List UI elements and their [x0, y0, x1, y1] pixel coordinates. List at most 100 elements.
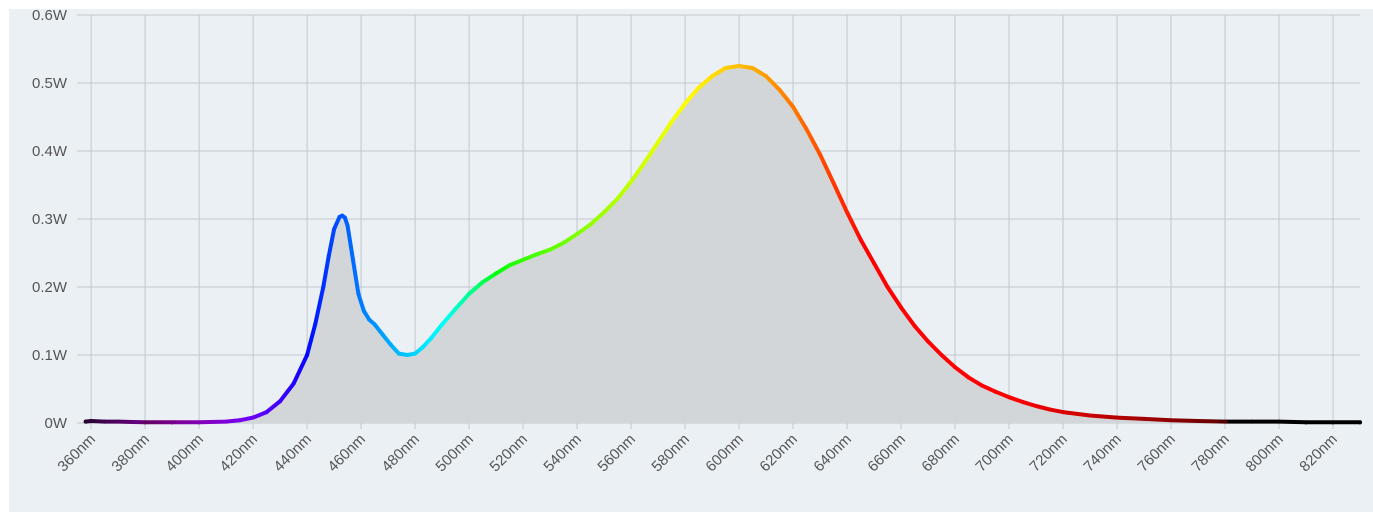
data-point — [350, 257, 355, 262]
data-point — [899, 305, 904, 310]
data-point — [278, 399, 283, 404]
data-point — [777, 87, 782, 92]
y-tick-label: 0W — [45, 415, 68, 432]
data-point — [548, 247, 553, 252]
data-point — [737, 64, 742, 68]
data-point — [696, 85, 701, 90]
data-point — [197, 420, 202, 425]
data-point — [723, 66, 728, 71]
data-point — [1007, 395, 1012, 400]
data-point — [804, 127, 809, 132]
data-point — [367, 317, 372, 322]
data-point — [170, 420, 175, 425]
data-point — [429, 336, 434, 340]
data-point — [588, 222, 593, 227]
spectrum-curve — [83, 64, 1362, 425]
data-point — [858, 237, 863, 242]
data-point — [1277, 419, 1282, 424]
data-point — [980, 383, 985, 388]
data-point — [305, 353, 310, 357]
data-point — [467, 291, 472, 296]
data-point — [831, 180, 836, 185]
data-point — [561, 240, 566, 245]
data-point — [1304, 420, 1309, 425]
data-point — [656, 140, 661, 145]
y-tick-label: 0.1W — [32, 347, 68, 364]
data-point — [89, 418, 94, 423]
data-point — [642, 160, 647, 165]
data-point — [380, 332, 385, 337]
data-point — [750, 66, 755, 71]
data-point — [710, 74, 715, 79]
data-point — [291, 381, 296, 386]
data-point — [939, 353, 944, 357]
data-point — [1142, 416, 1147, 421]
data-point — [1115, 415, 1120, 420]
data-point — [480, 280, 485, 285]
data-point — [332, 227, 337, 232]
data-point — [602, 210, 607, 215]
data-point — [1196, 418, 1201, 423]
data-point — [404, 353, 409, 357]
data-point — [1223, 419, 1228, 424]
y-tick-label: 0.2W — [32, 279, 68, 296]
data-point — [388, 342, 393, 347]
data-point — [1088, 413, 1093, 418]
y-tick-label: 0.6W — [32, 7, 68, 24]
data-point — [361, 308, 366, 313]
data-point — [116, 419, 121, 424]
data-point — [818, 152, 823, 157]
data-point — [683, 101, 688, 106]
data-point — [396, 351, 401, 356]
data-point — [575, 231, 580, 236]
data-point — [345, 223, 350, 228]
data-point — [453, 306, 458, 311]
data-point — [1061, 410, 1066, 415]
data-point — [143, 420, 148, 425]
data-point — [534, 252, 539, 257]
data-point — [224, 419, 229, 424]
data-point — [313, 322, 318, 327]
data-point — [1047, 407, 1052, 412]
data-point — [342, 215, 347, 220]
y-tick-label: 0.4W — [32, 143, 68, 160]
data-point — [926, 339, 931, 344]
data-point — [791, 104, 796, 109]
data-point — [83, 419, 88, 424]
data-point — [507, 263, 512, 268]
data-point — [669, 119, 674, 124]
data-point — [615, 196, 620, 201]
data-point — [764, 74, 769, 79]
y-tick-label: 0.3W — [32, 211, 68, 228]
data-point — [521, 257, 526, 262]
data-point — [912, 323, 917, 328]
data-point — [845, 210, 850, 215]
data-point — [1020, 399, 1025, 404]
data-point — [1358, 420, 1362, 425]
data-point — [372, 322, 377, 327]
data-point — [966, 375, 971, 380]
data-point — [953, 365, 958, 370]
data-point — [321, 285, 326, 289]
data-point — [264, 410, 269, 415]
data-point — [1250, 419, 1255, 424]
data-point — [440, 322, 445, 327]
data-point — [1034, 404, 1039, 408]
data-point — [326, 254, 331, 259]
y-tick-label: 0.5W — [32, 75, 68, 92]
data-point — [872, 261, 877, 266]
data-points — [83, 64, 1362, 425]
data-point — [251, 415, 256, 420]
data-point — [102, 419, 107, 424]
data-point — [494, 271, 499, 276]
data-point — [885, 285, 890, 289]
data-point — [1169, 418, 1174, 423]
data-point — [413, 351, 418, 356]
y-axis-tick-labels: 0W 0.1W 0.2W 0.3W 0.4W 0.5W 0.6W — [32, 7, 68, 432]
data-point — [993, 389, 998, 394]
data-point — [356, 291, 361, 296]
spectrum-area-fill — [85, 66, 1361, 423]
data-point — [1331, 420, 1336, 425]
